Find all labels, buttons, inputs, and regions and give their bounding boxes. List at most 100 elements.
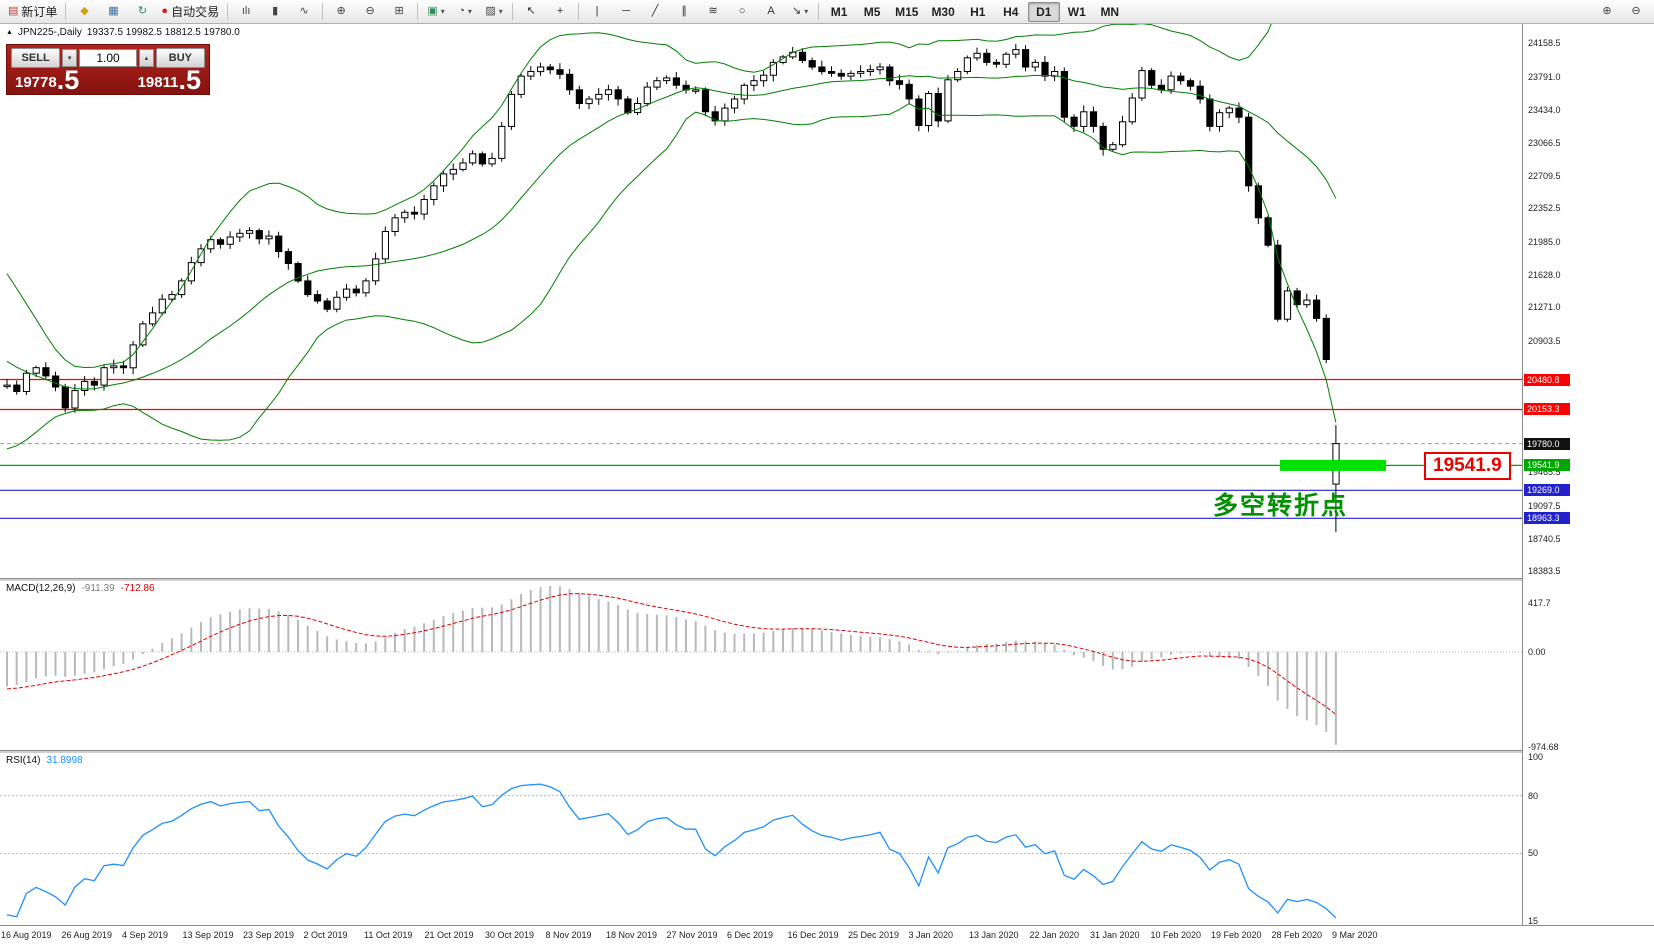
timeframe-m15-button[interactable]: M15 <box>889 2 924 22</box>
autotrading-button-label: 自动交易 <box>171 5 220 19</box>
toolbar-separator <box>578 3 580 20</box>
candlestick-type-button[interactable]: ▮ <box>261 1 289 23</box>
price-tick-label: 21985.0 <box>1528 237 1561 248</box>
search-zoom-in-icon: ⊕ <box>1602 5 1612 17</box>
timeframe-d1-button[interactable]: D1 <box>1027 1 1060 22</box>
toolbar-separator <box>512 3 514 20</box>
text-tool-button[interactable]: A <box>757 1 785 23</box>
new-order-button[interactable]: ▤ 新订单 <box>4 1 61 23</box>
autotrading-icon: ● <box>161 5 169 17</box>
date-tick-label: 18 Nov 2019 <box>606 930 658 940</box>
tile-windows-button[interactable]: ⊞ <box>385 1 413 23</box>
ohlc-label: 19337.5 19982.5 18812.5 19780.0 <box>86 27 240 38</box>
price-scale[interactable]: 24158.5 23791.0 23434.0 23066.5 22709.5 22352… <box>1522 24 1654 926</box>
rsi-tick-label: 80 <box>1528 790 1539 801</box>
candles-layer <box>3 44 1340 533</box>
one-click-trading-panel: SELL ▾ ▴ BUY 19778.5 19811.5 <box>6 44 210 95</box>
price-tick-label: 18383.5 <box>1528 566 1561 577</box>
date-tick-label: 16 Dec 2019 <box>787 930 839 940</box>
timeframe-m1-button-label: M1 <box>830 4 848 19</box>
date-tick-label: 25 Dec 2019 <box>848 930 900 940</box>
search-zoom-in-button[interactable]: ⊕ <box>1593 1 1621 23</box>
zoom-out-icon: ⊖ <box>365 5 375 17</box>
price-line-marker: 18963.3 <box>1524 512 1570 525</box>
date-tick-label: 23 Sep 2019 <box>243 930 295 940</box>
autotrading-button[interactable]: ● 自动交易 <box>157 1 223 23</box>
price-tick-label: 24158.5 <box>1528 38 1561 49</box>
price-callout-label: 19541.9 <box>1424 452 1511 480</box>
timeframe-m1-button[interactable]: M1 <box>823 2 855 22</box>
rsi-pane <box>0 783 1522 919</box>
turning-point-annotation: 多空转折点 <box>1213 492 1349 520</box>
rsi-pane-separator[interactable] <box>0 750 1654 753</box>
macd-value: -911.39 <box>81 583 115 594</box>
rsi-tick-label: 15 <box>1528 916 1539 926</box>
channel-tool-button[interactable]: ∥ <box>670 1 698 23</box>
fibonacci-tool-icon: ≋ <box>708 5 718 17</box>
price-tick-label: 19097.5 <box>1528 501 1561 511</box>
highlight-rectangle[interactable] <box>1280 459 1386 471</box>
macd-histogram <box>6 586 1337 745</box>
macd-pane-separator[interactable] <box>0 578 1654 581</box>
fibonacci-tool-button[interactable]: ≋ <box>699 1 727 23</box>
toolbar-separator <box>227 3 229 20</box>
date-axis[interactable]: 16 Aug 2019 26 Aug 2019 4 Sep 2019 13 Sep 2… <box>0 925 1654 944</box>
timeframe-w1-button[interactable]: W1 <box>1061 2 1093 22</box>
collapse-triangle-icon[interactable]: ▲ <box>6 29 13 36</box>
horizontal-line-tool-button[interactable]: ─ <box>612 1 640 23</box>
sell-price[interactable]: 19778.5 <box>15 65 80 95</box>
caret-down-icon: ▾ <box>804 7 809 16</box>
bar-chart-type-button[interactable]: ılı <box>232 1 260 23</box>
search-zoom-out-icon: ⊖ <box>1631 5 1641 17</box>
zoom-out-button[interactable]: ⊖ <box>356 1 384 23</box>
market-watch-button[interactable]: ◆ <box>70 1 98 23</box>
date-tick-label: 19 Feb 2020 <box>1211 930 1262 940</box>
data-window-button[interactable]: ▦ <box>99 1 127 23</box>
volume-decrease-button[interactable]: ▾ <box>62 49 77 67</box>
bollinger-bands <box>6 24 1337 450</box>
tile-windows-icon: ⊞ <box>394 5 404 17</box>
templates-button[interactable]: ▨ ▾ <box>480 1 508 23</box>
rsi-value: 31.8998 <box>46 755 83 766</box>
timeframe-h1-button[interactable]: H1 <box>962 2 994 22</box>
trendline-tool-button[interactable]: ╱ <box>641 1 669 23</box>
horizontal-line-tool-icon: ─ <box>622 5 630 17</box>
new-chart-button[interactable]: ▣ ▾ <box>422 1 450 23</box>
price-line-marker: 20480.8 <box>1524 373 1570 386</box>
shapes-tool-button[interactable]: ○ <box>728 1 756 23</box>
price-tick-label: 23791.0 <box>1528 71 1561 82</box>
timeframe-mn-button[interactable]: MN <box>1094 2 1126 22</box>
price-tick-label: 23434.0 <box>1528 104 1561 115</box>
timeframe-h4-button[interactable]: H4 <box>995 2 1027 22</box>
sell-button[interactable]: SELL <box>11 48 61 68</box>
volume-input[interactable] <box>79 49 137 67</box>
chart-canvas[interactable] <box>0 24 1522 925</box>
date-tick-label: 9 Mar 2020 <box>1332 930 1378 940</box>
arrows-tool-button[interactable]: ↘ ▾ <box>786 1 814 23</box>
volume-increase-button[interactable]: ▴ <box>139 49 154 67</box>
zoom-in-button[interactable]: ⊕ <box>327 1 355 23</box>
search-zoom-out-button[interactable]: ⊖ <box>1622 1 1650 23</box>
timeframe-h1-button-label: H1 <box>970 4 986 19</box>
cursor-tool-button[interactable]: ↖ <box>517 1 545 23</box>
buy-button[interactable]: BUY <box>155 48 205 68</box>
timeframe-m5-button[interactable]: M5 <box>856 2 888 22</box>
price-tick-label: 20903.5 <box>1528 335 1561 346</box>
macd-signal-line <box>6 593 1337 715</box>
navigator-button[interactable]: ↻ <box>128 1 156 23</box>
toolbar-separator <box>818 3 820 20</box>
timeframe-m30-button[interactable]: M30 <box>925 2 960 22</box>
periods-button[interactable]: ◔ ▾ <box>451 1 479 23</box>
rsi-line <box>6 783 1337 919</box>
price-tick-label: 21628.0 <box>1528 269 1561 280</box>
periods-icon: ◔ <box>458 5 465 17</box>
date-tick-label: 16 Aug 2019 <box>1 930 52 940</box>
buy-price[interactable]: 19811.5 <box>137 65 201 95</box>
line-chart-type-button[interactable]: ∿ <box>290 1 318 23</box>
vertical-line-tool-button[interactable]: | <box>583 1 611 23</box>
market-watch-icon: ◆ <box>80 5 89 17</box>
date-tick-label: 4 Sep 2019 <box>122 930 169 940</box>
toolbar-separator <box>417 3 419 20</box>
crosshair-tool-button[interactable]: + <box>546 1 574 23</box>
